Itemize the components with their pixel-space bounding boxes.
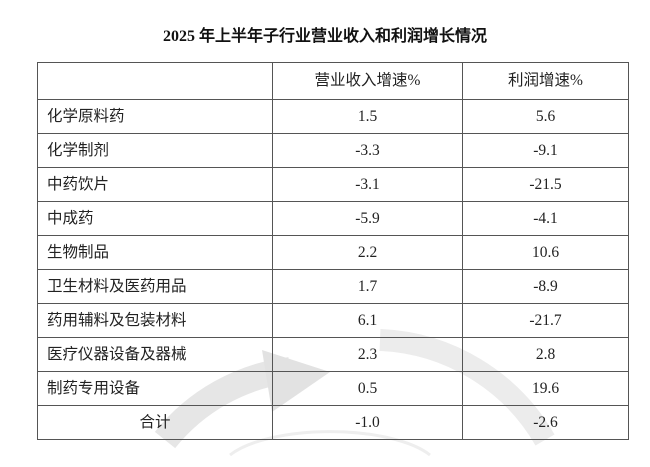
sector-name: 医疗仪器设备及器械 (37, 337, 273, 372)
profit-growth: 10.6 (462, 235, 629, 270)
revenue-growth: 6.1 (272, 303, 463, 338)
sector-name: 化学制剂 (37, 133, 273, 168)
total-revenue-growth: -1.0 (272, 405, 463, 440)
profit-growth: -21.5 (462, 167, 629, 202)
table-row: 药用辅料及包装材料 6.1 -21.7 (37, 303, 629, 338)
header-blank (37, 62, 273, 100)
revenue-growth: 1.5 (272, 99, 463, 134)
sector-name: 生物制品 (37, 235, 273, 270)
sector-name: 中成药 (37, 201, 273, 236)
total-profit-growth: -2.6 (462, 405, 629, 440)
sector-name: 制药专用设备 (37, 371, 273, 406)
sector-name: 化学原料药 (37, 99, 273, 134)
sector-name: 中药饮片 (37, 167, 273, 202)
revenue-growth: 2.2 (272, 235, 463, 270)
table-row: 生物制品 2.2 10.6 (37, 235, 629, 270)
revenue-growth: -3.1 (272, 167, 463, 202)
profit-growth: 5.6 (462, 99, 629, 134)
table-row: 中成药 -5.9 -4.1 (37, 201, 629, 236)
profit-growth: -4.1 (462, 201, 629, 236)
profit-growth: -9.1 (462, 133, 629, 168)
total-label: 合计 (37, 405, 273, 440)
table-title: 2025 年上半年子行业营业收入和利润增长情况 (162, 28, 487, 45)
header-row: 营业收入增速% 利润增速% (37, 62, 629, 100)
revenue-growth: 1.7 (272, 269, 463, 304)
header-profit-growth: 利润增速% (462, 62, 629, 100)
total-row: 合计 -1.0 -2.6 (37, 405, 629, 440)
header-revenue-growth: 营业收入增速% (272, 62, 463, 100)
table-row: 中药饮片 -3.1 -21.5 (37, 167, 629, 202)
profit-growth: 2.8 (462, 337, 629, 372)
table-row: 化学制剂 -3.3 -9.1 (37, 133, 629, 168)
revenue-growth: 2.3 (272, 337, 463, 372)
sector-name: 药用辅料及包装材料 (37, 303, 273, 338)
table-row: 医疗仪器设备及器械 2.3 2.8 (37, 337, 629, 372)
sector-name: 卫生材料及医药用品 (37, 269, 273, 304)
table-row: 卫生材料及医药用品 1.7 -8.9 (37, 269, 629, 304)
table-row: 化学原料药 1.5 5.6 (37, 99, 629, 134)
revenue-growth: -5.9 (272, 201, 463, 236)
profit-growth: -21.7 (462, 303, 629, 338)
profit-growth: 19.6 (462, 371, 629, 406)
data-table: 营业收入增速% 利润增速% 化学原料药 1.5 5.6 化学制剂 -3.3 -9… (37, 62, 629, 440)
revenue-growth: 0.5 (272, 371, 463, 406)
revenue-growth: -3.3 (272, 133, 463, 168)
table-row: 制药专用设备 0.5 19.6 (37, 371, 629, 406)
profit-growth: -8.9 (462, 269, 629, 304)
